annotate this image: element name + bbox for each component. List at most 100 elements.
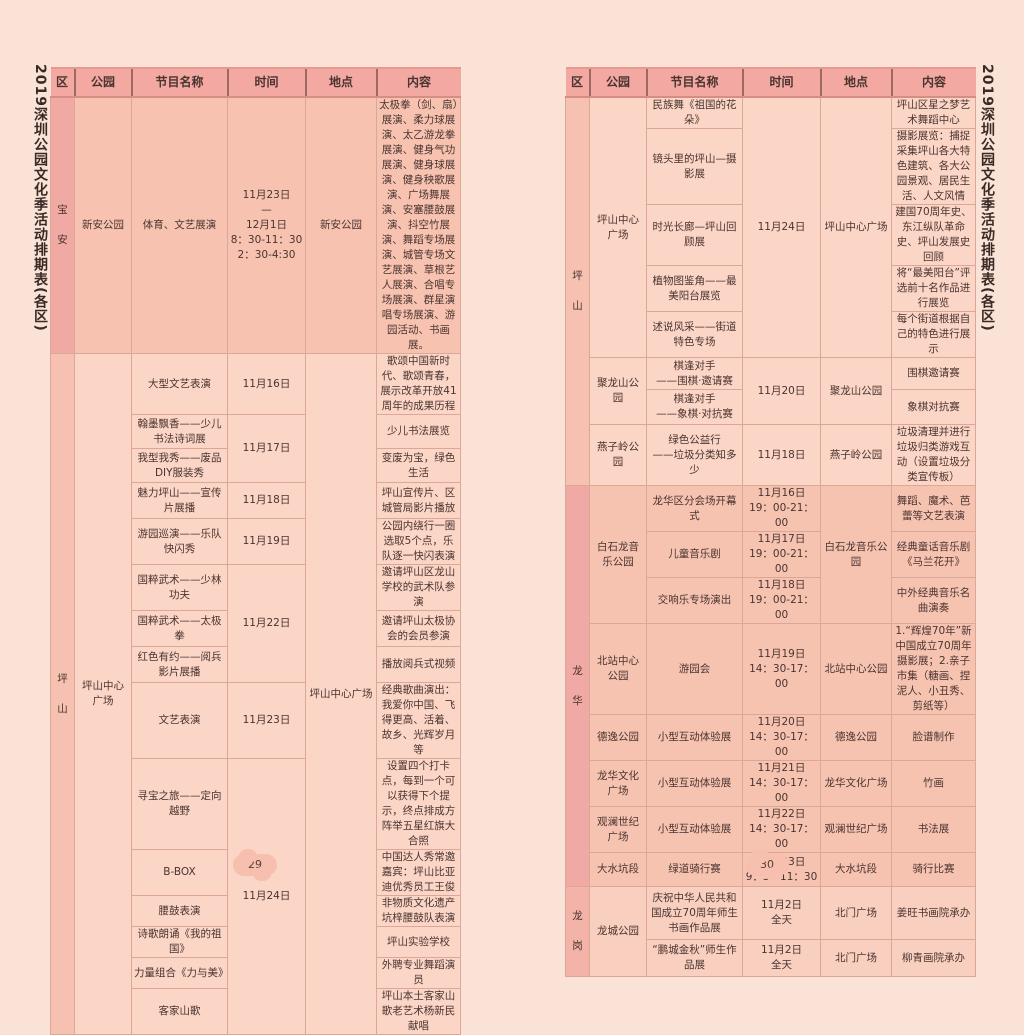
content-cell: 非物质文化遗产坑梓腰鼓队表演 (376, 895, 461, 927)
time-cell: 11月17日 19：00-21：00 (742, 531, 821, 578)
place-cell: 坪山中心广场 (305, 353, 377, 1035)
park-cell: 聚龙山公园 (589, 357, 647, 425)
place-cell: 坪山中心广场 (820, 96, 892, 358)
content-cell: 中国达人秀常邀嘉宾：坪山比亚迪优秀员工王俊 (376, 849, 461, 896)
content-cell: 书法展 (891, 806, 976, 853)
content-cell: 竹画 (891, 760, 976, 807)
table-row: 龙 岗龙城公园 庆祝中华人民共和国成立70周年师生书画作品展 11月2日 全天 北门广… (565, 886, 976, 977)
table-row: 龙华文化广场 小型互动体验展 11月21日 14：30-17：00 龙华文化广场 竹画 (566, 760, 976, 807)
program-name-cell: 绿道骑行赛 (646, 852, 743, 887)
place-cell: 白石龙音乐公园 (820, 485, 892, 624)
content-cell: 公园内绕行一圈选取5个点，乐队逐一快闪表演 (376, 518, 461, 565)
table-row: 坪 山坪山中心广场 民族舞《祖国的花朵》 11月24日 坪山中心广场 坪山区星之梦艺术舞… (565, 96, 976, 486)
column-header: 时间 (226, 67, 306, 98)
time-cell: 11月17日 (227, 414, 306, 483)
program-name-cell: 腰鼓表演 (131, 895, 228, 927)
park-cell: 新安公园 (74, 96, 132, 354)
table-row: 聚龙山公园 棋逢对手 ——围棋·邀请赛 11月20日 聚龙山公园 围棋邀请赛 (566, 357, 976, 425)
column-header: 区 (50, 67, 75, 98)
table-row: 我型我秀——废品DIY服装秀 变废为宝，绿色生活 (51, 448, 461, 483)
content-cell: 设置四个打卡点，每到一个可以获得下个提示，终点排成方阵举五星红旗大合照 (376, 758, 461, 850)
district-cell: 龙 岗 (565, 886, 590, 977)
program-name-cell: 小型互动体验展 (646, 760, 743, 807)
schedule-table-page-30: 区公园 节目名称 时间 地点 内容坪 山坪山中心广场 民族舞《祖国的花朵》 11月24日 坪山… (565, 67, 976, 977)
column-header: 内容 (375, 67, 461, 98)
program-name-cell: 时光长廊—坪山回顾展 (646, 204, 743, 266)
place-cell: 北门广场 (820, 886, 892, 940)
content-cell: 邀请坪山太极协会的会员参演 (376, 610, 461, 647)
table-row: 德逸公园 小型互动体验展 11月20日 14：30-17：00 德逸公园 脸谱制作 (566, 714, 976, 761)
content-cell: 坪山区星之梦艺术舞蹈中心 (891, 96, 976, 129)
content-cell: 变废为宝，绿色生活 (376, 448, 461, 483)
content-cell: 姜旺书画院承办 (891, 886, 976, 940)
program-name-cell: 镜头里的坪山—摄影展 (646, 128, 743, 205)
schedule-table-page-29: 区公园 节目名称 时间 地点 内容宝 安新安公园 体育、文艺展演 11月23日 — 12月1… (50, 67, 461, 1035)
column-header: 公园 (588, 67, 647, 98)
program-name-cell: 游园会 (646, 623, 743, 715)
content-cell: 歌颂中国新时代、歌颂青春，展示改革开放41周年的成果历程 (376, 353, 461, 415)
time-cell: 11月16日 (227, 353, 306, 415)
place-cell: 新安公园 (305, 96, 377, 354)
program-name-cell: 客家山歌 (131, 988, 228, 1035)
program-name-cell: 小型互动体验展 (646, 714, 743, 761)
park-cell: 龙城公园 (589, 886, 647, 977)
content-cell: 摄影展览：捕捉采集坪山各大特色建筑、各大公园景观、居民生活、人文风情 (891, 128, 976, 205)
content-cell: 坪山本土客家山歌老艺术杨新民献唱 (376, 988, 461, 1035)
content-cell: 中外经典音乐名曲演奏 (891, 577, 976, 624)
place-cell: 北门广场 (820, 939, 892, 977)
column-header: 节目名称 (130, 67, 228, 98)
time-cell: 11月19日 (227, 518, 306, 565)
district-cell: 龙 华 (565, 485, 590, 887)
district-cell: 坪 山 (50, 353, 75, 1035)
program-name-cell: 文艺表演 (131, 682, 228, 759)
table-row: 棋逢对手 ——象棋·对抗赛 象棋对抗赛 (566, 389, 976, 425)
program-name-cell: 民族舞《祖国的花朵》 (646, 96, 743, 129)
place-cell: 龙华文化广场 (820, 760, 892, 807)
program-name-cell: 述说风采——街道特色专场 (646, 311, 743, 358)
time-cell: 11月23日 (227, 682, 306, 759)
time-cell: 11月18日 19：00-21：00 (742, 577, 821, 624)
time-cell: 11月18日 (227, 482, 306, 519)
content-cell: 每个街道根据自己的特色进行展示 (891, 311, 976, 358)
column-header: 区 (565, 67, 590, 98)
table-row: 观澜世纪广场 小型互动体验展 11月22日 14：30-17：00 观澜世纪广场 书法展 (566, 806, 976, 853)
time-cell: 11月24日 (742, 96, 821, 358)
place-cell: 燕子岭公园 (820, 424, 892, 486)
program-name-cell: 大型文艺表演 (131, 353, 228, 415)
district-cell: 宝 安 (50, 96, 75, 354)
park-cell: 德逸公园 (589, 714, 647, 761)
table-row: 大水坑段绿道骑行赛11月23日 9：30-11：30大水坑段骑行比赛 (566, 852, 976, 887)
program-name-cell: 交响乐专场演出 (646, 577, 743, 624)
program-name-cell: “鹏城金秋”师生作品展 (646, 939, 743, 977)
content-cell: 少儿书法展览 (376, 414, 461, 449)
park-cell: 白石龙音乐公园 (589, 485, 647, 624)
content-cell: 柳青画院承办 (891, 939, 976, 977)
place-cell: 北站中心公园 (820, 623, 892, 715)
content-cell: 建国70周年史、东江纵队革命史、坪山发展史回顾 (891, 204, 976, 266)
program-name-cell: 龙华区分会场开幕式 (646, 485, 743, 532)
program-name-cell: 寻宝之旅——定向越野 (131, 758, 228, 850)
content-cell: 播放阅兵式视频 (376, 646, 461, 683)
program-name-cell: 诗歌朗诵《我的祖国》 (131, 926, 228, 958)
park-cell: 大水坑段 (589, 852, 647, 887)
program-name-cell: 体育、文艺展演 (131, 96, 228, 354)
content-cell: 外聘专业舞蹈演员 (376, 957, 461, 989)
column-header: 地点 (819, 67, 892, 98)
table-row: 魅力坪山——宣传片展播 11月18日 坪山宣传片、区城管局影片播放 (51, 482, 461, 519)
content-cell: 太极拳（剑、扇）展演、柔力球展演、太乙游龙拳展演、健身气功展演、健身球展演、健身… (376, 96, 461, 354)
content-cell: 经典童话音乐剧《马兰花开》 (891, 531, 976, 578)
time-cell: 11月2日 全天 (742, 886, 821, 940)
place-cell: 聚龙山公园 (820, 357, 892, 425)
table-row: 述说风采——街道特色专场 每个街道根据自己的特色进行展示 (566, 311, 976, 358)
table-row: 宝 安新安公园 体育、文艺展演 11月23日 — 12月1日 8：30-11：30 … (50, 96, 461, 354)
table-row: 镜头里的坪山—摄影展 摄影展览：捕捉采集坪山各大特色建筑、各大公园景观、居民生活、… (566, 128, 976, 205)
program-name-cell: B-BOX (131, 849, 228, 896)
table-row: 时光长廊—坪山回顾展 建国70周年史、东江纵队革命史、坪山发展史回顾 (566, 204, 976, 266)
table-row: 坪 山坪山中心广场 大型文艺表演 11月16日 坪山中心广场 歌颂中国新时代、歌颂青春，… (50, 353, 461, 1035)
place-cell: 大水坑段 (820, 852, 892, 887)
content-cell: 坪山宣传片、区城管局影片播放 (376, 482, 461, 519)
table-row: 儿童音乐剧 11月17日 19：00-21：00 经典童话音乐剧《马兰花开》 (566, 531, 976, 578)
table-row: 交响乐专场演出 11月18日 19：00-21：00 中外经典音乐名曲演奏 (566, 577, 976, 624)
park-cell: 坪山中心广场 (589, 96, 647, 358)
column-header: 公园 (73, 67, 132, 98)
